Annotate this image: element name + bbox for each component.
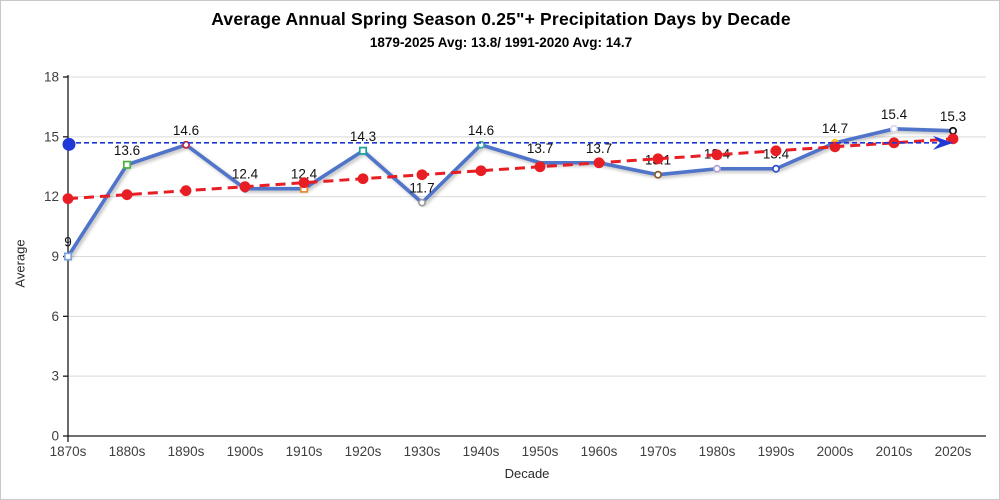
x-tick-label: 1980s xyxy=(699,444,736,459)
x-tick-label: 1950s xyxy=(522,444,559,459)
y-tick-label: 3 xyxy=(51,369,59,384)
x-tick-label: 1940s xyxy=(463,444,500,459)
y-tick-label: 9 xyxy=(51,249,59,264)
chart-title: Average Annual Spring Season 0.25"+ Prec… xyxy=(211,9,791,29)
data-label: 9 xyxy=(64,235,72,250)
data-label: 12.4 xyxy=(232,167,259,182)
trend-marker xyxy=(298,177,310,189)
trend-marker xyxy=(357,173,369,185)
series-marker xyxy=(713,164,721,173)
trend-marker xyxy=(770,145,782,157)
trend-marker xyxy=(475,165,487,177)
series-line xyxy=(66,127,955,259)
trend-marker xyxy=(416,169,428,181)
x-tick-label: 1970s xyxy=(640,444,677,459)
data-label: 14.6 xyxy=(468,123,494,138)
series-marker xyxy=(949,126,957,135)
data-label: 13.7 xyxy=(527,141,553,156)
x-tick-label: 1920s xyxy=(345,444,382,459)
trend-line xyxy=(67,137,954,201)
series-marker xyxy=(122,160,132,169)
y-tick-label: 18 xyxy=(44,70,59,85)
x-tick-label: 1890s xyxy=(168,444,205,459)
x-tick-label: 1990s xyxy=(758,444,795,459)
trend-marker xyxy=(534,161,546,173)
trend-marker xyxy=(947,133,959,145)
reference-start-dot xyxy=(62,137,76,151)
x-tick-label: 1910s xyxy=(286,444,323,459)
series-marker xyxy=(358,146,368,155)
x-tick-label: 1930s xyxy=(404,444,441,459)
trend-marker xyxy=(829,141,841,153)
trend-marker xyxy=(180,185,192,197)
trend-marker xyxy=(711,149,723,161)
data-label: 11.7 xyxy=(409,181,434,196)
reference-arrow-icon xyxy=(933,135,953,150)
series-marker xyxy=(654,170,662,179)
data-label: 14.3 xyxy=(350,129,376,144)
x-tick-label: 2020s xyxy=(935,444,972,459)
y-tick-label: 0 xyxy=(51,429,59,444)
x-axis-title: Decade xyxy=(504,466,550,481)
series-marker xyxy=(63,252,73,261)
x-tick-label: 2010s xyxy=(876,444,913,459)
data-label: 14.6 xyxy=(173,123,199,138)
trend-marker xyxy=(593,157,605,169)
trend-marker xyxy=(121,189,133,201)
data-label: 13.7 xyxy=(586,141,612,156)
x-tick-label: 1960s xyxy=(581,444,618,459)
data-label: 15.3 xyxy=(940,109,966,124)
trend-marker xyxy=(239,181,251,193)
data-label: 13.6 xyxy=(114,143,140,158)
x-tick-label: 2000s xyxy=(817,444,854,459)
trend-marker xyxy=(62,193,74,205)
x-tick-label: 1900s xyxy=(227,444,264,459)
x-tick-label: 1870s xyxy=(50,444,87,459)
series-marker xyxy=(890,124,898,133)
y-tick-label: 12 xyxy=(44,189,59,204)
data-label: 12.4 xyxy=(291,167,318,182)
series-marker xyxy=(418,198,426,207)
x-tick-label: 1880s xyxy=(109,444,146,459)
trend-marker xyxy=(652,153,664,165)
y-tick-label: 6 xyxy=(51,309,59,324)
chart-subtitle: 1879-2025 Avg: 13.8/ 1991-2020 Avg: 14.7 xyxy=(369,35,633,50)
data-label: 15.4 xyxy=(881,107,908,122)
series-marker xyxy=(772,164,780,173)
y-tick-label: 15 xyxy=(44,129,59,144)
data-label: 14.7 xyxy=(822,121,848,136)
